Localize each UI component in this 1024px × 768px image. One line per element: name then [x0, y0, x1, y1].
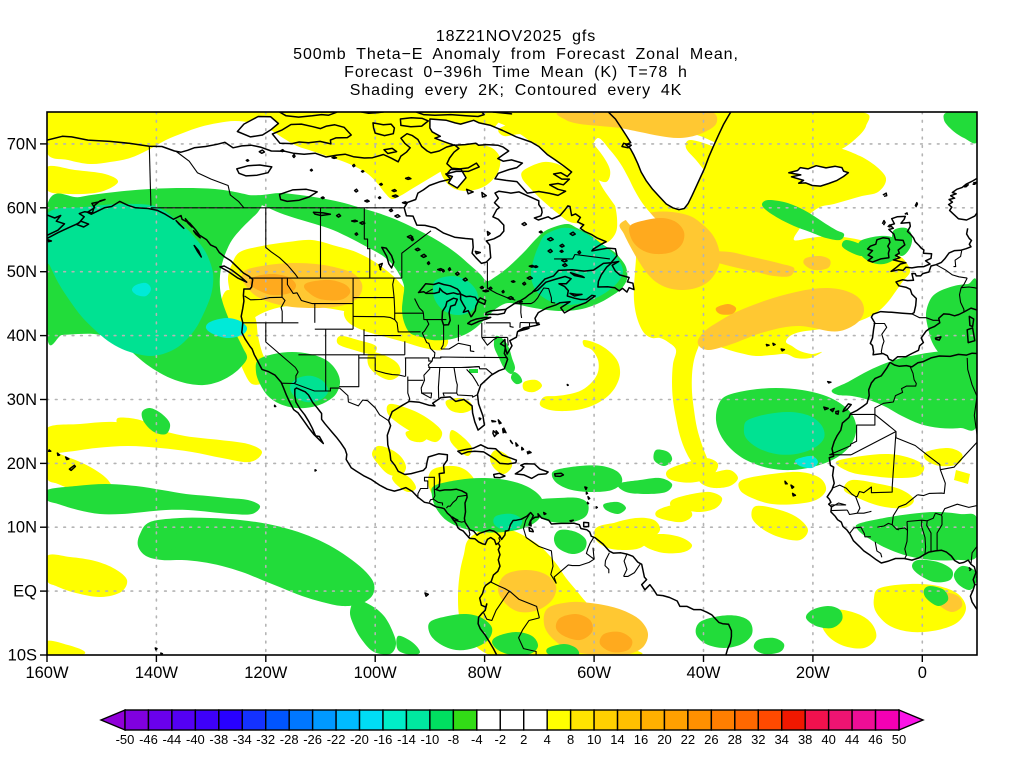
svg-text:-50: -50 — [116, 732, 135, 747]
svg-text:140W: 140W — [135, 664, 179, 682]
svg-text:-38: -38 — [209, 732, 228, 747]
svg-text:-14: -14 — [397, 732, 416, 747]
svg-text:-44: -44 — [163, 732, 182, 747]
svg-text:46: 46 — [868, 732, 882, 747]
svg-text:-34: -34 — [233, 732, 252, 747]
svg-text:Forecast 0−396h Time Mean (K): Forecast 0−396h Time Mean (K) T=78 h — [344, 64, 688, 81]
svg-text:2: 2 — [520, 732, 527, 747]
svg-text:500mb Theta−E Anomaly from For: 500mb Theta−E Anomaly from Forecast Zona… — [293, 46, 739, 63]
svg-text:26: 26 — [704, 732, 718, 747]
svg-text:0: 0 — [918, 664, 927, 682]
svg-text:28: 28 — [728, 732, 742, 747]
svg-text:38: 38 — [798, 732, 812, 747]
svg-text:20: 20 — [657, 732, 671, 747]
svg-text:-26: -26 — [303, 732, 322, 747]
svg-text:-4: -4 — [471, 732, 483, 747]
svg-text:8: 8 — [567, 732, 574, 747]
svg-text:14: 14 — [610, 732, 624, 747]
svg-text:70N: 70N — [7, 135, 37, 153]
svg-text:EQ: EQ — [13, 583, 37, 601]
svg-text:-46: -46 — [139, 732, 158, 747]
svg-text:44: 44 — [845, 732, 859, 747]
svg-text:4: 4 — [544, 732, 551, 747]
svg-text:120W: 120W — [244, 664, 288, 682]
svg-text:40N: 40N — [7, 327, 37, 345]
svg-text:50N: 50N — [7, 263, 37, 281]
svg-text:-28: -28 — [280, 732, 299, 747]
svg-text:16: 16 — [634, 732, 648, 747]
svg-text:30N: 30N — [7, 391, 37, 409]
svg-text:10: 10 — [587, 732, 601, 747]
svg-text:-40: -40 — [186, 732, 205, 747]
svg-text:40: 40 — [821, 732, 835, 747]
svg-text:18Z21NOV2025 gfs: 18Z21NOV2025 gfs — [436, 28, 596, 45]
svg-text:-22: -22 — [327, 732, 346, 747]
svg-text:100W: 100W — [354, 664, 398, 682]
svg-text:34: 34 — [774, 732, 788, 747]
svg-text:50: 50 — [892, 732, 906, 747]
svg-text:20W: 20W — [796, 664, 830, 682]
svg-text:-20: -20 — [350, 732, 369, 747]
svg-text:Shading every 2K; Contoured ev: Shading every 2K; Contoured every 4K — [350, 82, 682, 99]
svg-text:-32: -32 — [256, 732, 275, 747]
svg-text:160W: 160W — [25, 664, 69, 682]
svg-text:40W: 40W — [687, 664, 721, 682]
svg-text:10S: 10S — [8, 647, 37, 665]
svg-text:-16: -16 — [374, 732, 393, 747]
svg-text:-10: -10 — [421, 732, 440, 747]
svg-text:32: 32 — [751, 732, 765, 747]
svg-text:20N: 20N — [7, 455, 37, 473]
svg-text:22: 22 — [681, 732, 695, 747]
svg-text:60W: 60W — [577, 664, 611, 682]
svg-text:60N: 60N — [7, 199, 37, 217]
svg-text:-8: -8 — [448, 732, 460, 747]
svg-text:80W: 80W — [468, 664, 502, 682]
svg-text:10N: 10N — [7, 519, 37, 537]
svg-text:-2: -2 — [495, 732, 507, 747]
